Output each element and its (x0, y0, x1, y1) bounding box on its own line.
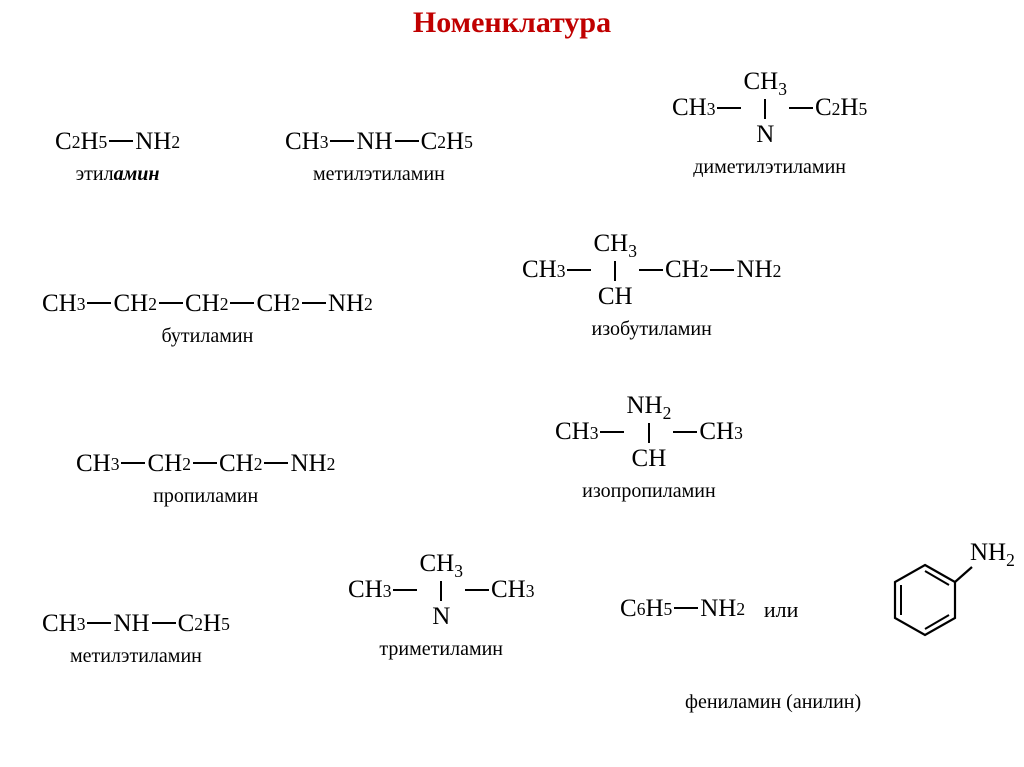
mol-aniline-formula: C6H5NH2 или (620, 595, 798, 624)
formula-isopropylamine: CH3 NH2 CH CH3 (555, 392, 743, 474)
aniline-nh2: NH2 (970, 539, 1015, 568)
mol-isobutylamine: CH3 CH3 CH CH2NH2 изобутиламин (522, 230, 781, 341)
mol-aniline-label: фениламин (анилин) (685, 685, 861, 714)
label-trimethylamine: триметиламин (348, 638, 534, 661)
mol-trimethylamine: CH3 CH3 N CH3 триметиламин (348, 550, 534, 661)
mol-dimethylethylamine: CH3 CH3 N C2H5 диметилэтиламин (672, 68, 867, 179)
formula-dimethylethylamine: CH3 CH3 N C2H5 (672, 68, 867, 150)
formula-trimethylamine: CH3 CH3 N CH3 (348, 550, 534, 632)
label-dimethylethylamine: диметилэтиламин (672, 156, 867, 179)
label-methylethylamine-1: метилэтиламин (285, 163, 473, 186)
label-aniline: фениламин (анилин) (685, 691, 861, 714)
mol-aniline-ring: NH2 (870, 545, 990, 670)
formula-methylethylamine-2: CH3NHC2H5 (42, 610, 230, 639)
label-isopropylamine: изопропиламин (555, 480, 743, 503)
aniline-connector: или (764, 597, 799, 622)
formula-butylamine: CH3CH2CH2CH2NH2 (42, 290, 373, 319)
mol-isopropylamine: CH3 NH2 CH CH3 изопропиламин (555, 392, 743, 503)
page-title: Номенклатура (0, 0, 1024, 40)
mol-propylamine: CH3CH2CH2NH2 пропиламин (76, 450, 335, 508)
formula-isobutylamine: CH3 CH3 CH CH2NH2 (522, 230, 781, 312)
mol-ethylamine: C2H5NH2 этиламин (55, 128, 180, 186)
formula-aniline-text: C6H5NH2 или (620, 595, 798, 624)
label-propylamine: пропиламин (76, 485, 335, 508)
label-methylethylamine-2: метилэтиламин (42, 645, 230, 668)
mol-methylethylamine-1: CH3NHC2H5 метилэтиламин (285, 128, 473, 186)
mol-butylamine: CH3CH2CH2CH2NH2 бутиламин (42, 290, 373, 348)
mol-methylethylamine-2: CH3NHC2H5 метилэтиламин (42, 610, 230, 668)
label-isobutylamine: изобутиламин (522, 318, 781, 341)
formula-ethylamine: C2H5NH2 (55, 128, 180, 157)
formula-propylamine: CH3CH2CH2NH2 (76, 450, 335, 479)
formula-methylethylamine-1: CH3NHC2H5 (285, 128, 473, 157)
molecule-stage: C2H5NH2 этиламин CH3NHC2H5 метилэтиламин… (0, 40, 1024, 760)
label-ethylamine: этиламин (55, 163, 180, 186)
title-text: Номенклатура (413, 6, 611, 39)
label-butylamine: бутиламин (42, 325, 373, 348)
